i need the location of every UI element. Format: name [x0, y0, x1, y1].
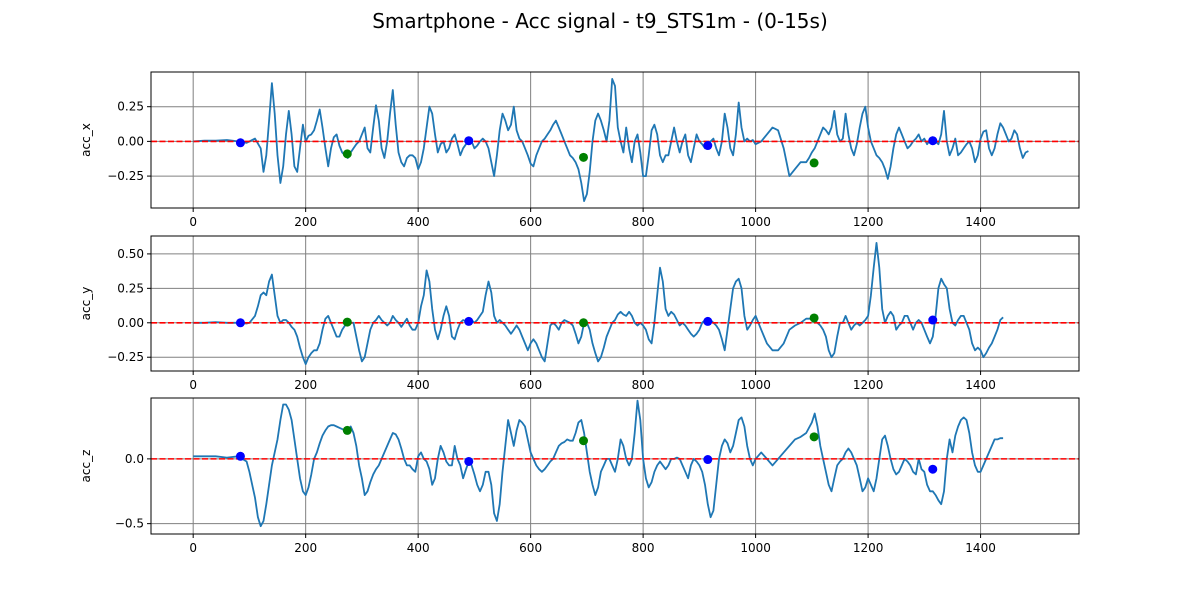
axes-frame [150, 71, 1080, 209]
y-tick-label: 0.00 [117, 134, 144, 148]
blue-marker [703, 455, 713, 465]
x-tick-label: 400 [407, 215, 430, 229]
x-tick-label: 0 [189, 541, 197, 555]
x-tick-label: 0 [189, 378, 197, 392]
green-marker [342, 425, 352, 435]
axes-frame [150, 397, 1080, 535]
y-tick-label: −0.5 [115, 517, 144, 531]
subplot-acc-z: 0 200 400 600 800 1000 1200 1400 −0.5 0.0 acc_z [79, 397, 1080, 555]
y-tick-label: −0.25 [107, 350, 144, 364]
x-tick-label: 0 [189, 215, 197, 229]
x-tick-label: 1200 [853, 215, 884, 229]
blue-marker [928, 136, 938, 146]
x-tick-label: 1400 [965, 215, 996, 229]
x-tick-label: 600 [519, 541, 542, 555]
x-tick-label: 1400 [965, 541, 996, 555]
x-tick-label: 1000 [740, 541, 771, 555]
x-tick-label: 1000 [740, 378, 771, 392]
y-tick-label: −0.25 [107, 169, 144, 183]
blue-marker [928, 464, 938, 474]
blue-marker [703, 316, 713, 326]
x-tick-label: 800 [632, 215, 655, 229]
green-marker [579, 152, 589, 162]
y-axis-label: acc_z [79, 450, 93, 483]
green-marker [342, 149, 352, 159]
x-tick-label: 600 [519, 378, 542, 392]
subplots: 0 200 400 600 800 1000 1200 1400−0.250.000.25ac… [79, 71, 1080, 555]
x-tick-label: 400 [407, 541, 430, 555]
y-tick-label: 0.25 [117, 100, 144, 114]
figure-title: Smartphone - Acc signal - t9_STS1m - (0-… [372, 9, 828, 33]
y-axis-label: acc_x [79, 123, 93, 157]
signal-line-acc-x [193, 78, 1029, 203]
green-marker [809, 432, 819, 442]
blue-marker [464, 136, 474, 146]
y-tick-label: 0.0 [125, 452, 144, 466]
x-tick-label: 400 [407, 378, 430, 392]
x-tick-label: 1000 [740, 215, 771, 229]
y-tick-label: 0.50 [117, 247, 144, 261]
y-tick-label: 0.25 [117, 281, 144, 295]
blue-marker [703, 141, 713, 151]
x-tick-label: 600 [519, 215, 542, 229]
x-tick-label: 1200 [853, 541, 884, 555]
y-tick-label: 0.00 [117, 316, 144, 330]
x-tick-label: 1200 [853, 378, 884, 392]
x-tick-label: 800 [632, 378, 655, 392]
blue-marker [464, 456, 474, 466]
x-tick-label: 1400 [965, 378, 996, 392]
subplot-acc-y: 0 200 400 600 800 1000 1200 1400 −0.25 0.00 0.25 0.… [79, 235, 1080, 392]
x-tick-label: 800 [632, 541, 655, 555]
y-axis-label: acc_y [79, 287, 93, 321]
blue-marker [928, 315, 938, 325]
blue-marker [235, 138, 245, 148]
blue-marker [464, 316, 474, 326]
green-marker [579, 318, 589, 328]
green-marker [579, 436, 589, 446]
x-tick-label: 200 [294, 215, 317, 229]
green-marker [342, 317, 352, 327]
x-tick-label: 200 [294, 541, 317, 555]
axes-frame [150, 235, 1080, 372]
blue-marker [235, 318, 245, 328]
green-marker [809, 158, 819, 168]
signal-line-acc-y [193, 241, 1004, 366]
blue-marker [235, 451, 245, 461]
x-tick-label: 200 [294, 378, 317, 392]
subplot-acc-x: 0 200 400 600 800 1000 1200 1400 −0.25 0.00 0.25 ac… [79, 71, 1080, 229]
green-marker [809, 313, 819, 323]
